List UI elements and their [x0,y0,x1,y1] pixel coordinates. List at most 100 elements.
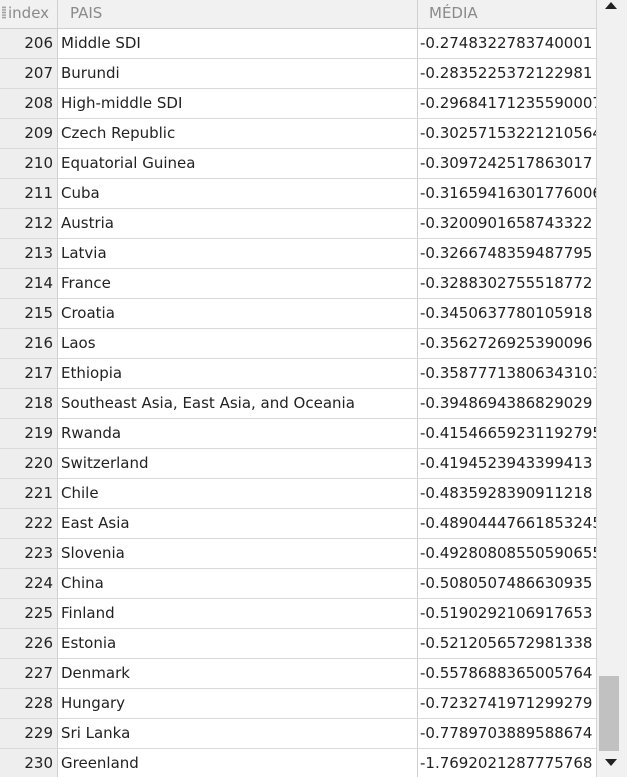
table-row[interactable]: 210 Equatorial Guinea -0.3097242517863017 [0,149,596,179]
cell-pais[interactable]: Austria [58,209,418,238]
cell-pais[interactable]: Croatia [58,299,418,328]
cell-pais[interactable]: Estonia [58,629,418,658]
cell-media[interactable]: -0.5578688365005764 [420,664,593,682]
cell-media[interactable]: -0.3948694386829029 [420,394,593,412]
cell-media[interactable]: -0.3200901658743322 [420,214,593,232]
cell-media[interactable]: -0.2748322783740001 [420,34,593,52]
table-row[interactable]: 230 Greenland -1.7692021287775768 [0,749,596,777]
cell-pais[interactable]: High-middle SDI [58,89,418,118]
cell-index[interactable]: 210 [0,149,58,178]
cell-index[interactable]: 227 [0,659,58,688]
table-row[interactable]: 217 Ethiopia -0.35877713806343103 [0,359,596,389]
cell-pais[interactable]: Cuba [58,179,418,208]
cell-index[interactable]: 207 [0,59,58,88]
cell-index[interactable]: 226 [0,629,58,658]
table-row[interactable]: 212 Austria -0.3200901658743322 [0,209,596,239]
cell-pais[interactable]: Czech Republic [58,119,418,148]
cell-media[interactable]: -0.5212056572981338 [420,634,593,652]
table-row[interactable]: 206 Middle SDI -0.2748322783740001 [0,29,596,59]
cell-pais[interactable]: Denmark [58,659,418,688]
cell-media[interactable]: -0.7232741971299279 [420,694,593,712]
cell-index[interactable]: 206 [0,29,58,58]
table-row[interactable]: 228 Hungary -0.7232741971299279 [0,689,596,719]
drag-handle-icon[interactable] [2,6,6,19]
cell-media[interactable]: -0.3562726925390096 [420,334,593,352]
cell-media[interactable]: -0.3450637780105918 [420,304,593,322]
cell-index[interactable]: 230 [0,749,58,777]
table-row[interactable]: 219 Rwanda -0.41546659231192795 [0,419,596,449]
arrow-down-icon[interactable] [605,759,617,766]
cell-pais[interactable]: East Asia [58,509,418,538]
cell-pais[interactable]: Rwanda [58,419,418,448]
table-row[interactable]: 209 Czech Republic -0.30257153221210564 [0,119,596,149]
cell-index[interactable]: 229 [0,719,58,748]
cell-pais[interactable]: Equatorial Guinea [58,149,418,178]
cell-index[interactable]: 225 [0,599,58,628]
table-row[interactable]: 215 Croatia -0.3450637780105918 [0,299,596,329]
cell-media[interactable]: -0.5080507486630935 [420,574,593,592]
cell-index[interactable]: 208 [0,89,58,118]
cell-media[interactable]: -0.29684171235590007 [420,94,596,112]
cell-index[interactable]: 209 [0,119,58,148]
cell-index[interactable]: 212 [0,209,58,238]
cell-index[interactable]: 223 [0,539,58,568]
table-row[interactable]: 207 Burundi -0.2835225372122981 [0,59,596,89]
cell-media[interactable]: -0.35877713806343103 [420,364,596,382]
scrollbar-thumb[interactable] [599,676,619,751]
table-row[interactable]: 227 Denmark -0.5578688365005764 [0,659,596,689]
cell-pais[interactable]: Middle SDI [58,29,418,58]
column-header-pais[interactable]: PAIS [58,0,418,28]
cell-pais[interactable]: Sri Lanka [58,719,418,748]
cell-pais[interactable]: Ethiopia [58,359,418,388]
cell-index[interactable]: 221 [0,479,58,508]
table-row[interactable]: 214 France -0.3288302755518772 [0,269,596,299]
cell-media[interactable]: -0.3097242517863017 [420,154,593,172]
cell-index[interactable]: 222 [0,509,58,538]
cell-media[interactable]: -0.49280808550590655 [420,544,596,562]
cell-media[interactable]: -0.4835928390911218 [420,484,593,502]
cell-pais[interactable]: Southeast Asia, East Asia, and Oceania [58,389,418,418]
cell-media[interactable]: -0.30257153221210564 [420,124,596,142]
cell-pais[interactable]: Burundi [58,59,418,88]
table-row[interactable]: 223 Slovenia -0.49280808550590655 [0,539,596,569]
cell-media[interactable]: -0.2835225372122981 [420,64,593,82]
cell-index[interactable]: 216 [0,329,58,358]
table-row[interactable]: 211 Cuba -0.31659416301776006 [0,179,596,209]
cell-pais[interactable]: Laos [58,329,418,358]
cell-media[interactable]: -0.3288302755518772 [420,274,593,292]
cell-index[interactable]: 228 [0,689,58,718]
column-header-index[interactable]: index [0,0,58,28]
table-row[interactable]: 213 Latvia -0.3266748359487795 [0,239,596,269]
table-row[interactable]: 226 Estonia -0.5212056572981338 [0,629,596,659]
cell-index[interactable]: 219 [0,419,58,448]
cell-media[interactable]: -0.7789703889588674 [420,724,593,742]
arrow-up-icon[interactable] [605,2,617,9]
cell-index[interactable]: 217 [0,359,58,388]
cell-pais[interactable]: Greenland [58,749,418,777]
cell-pais[interactable]: China [58,569,418,598]
cell-pais[interactable]: Chile [58,479,418,508]
cell-index[interactable]: 220 [0,449,58,478]
vertical-scrollbar[interactable] [596,0,627,777]
table-row[interactable]: 218 Southeast Asia, East Asia, and Oceani… [0,389,596,419]
table-row[interactable]: 229 Sri Lanka -0.7789703889588674 [0,719,596,749]
cell-media[interactable]: -0.48904447661853245 [420,514,596,532]
cell-index[interactable]: 211 [0,179,58,208]
cell-index[interactable]: 215 [0,299,58,328]
cell-pais[interactable]: Slovenia [58,539,418,568]
cell-index[interactable]: 214 [0,269,58,298]
cell-index[interactable]: 218 [0,389,58,418]
cell-media[interactable]: -0.31659416301776006 [420,184,596,202]
cell-media[interactable]: -1.7692021287775768 [420,754,593,772]
cell-index[interactable]: 213 [0,239,58,268]
table-row[interactable]: 220 Switzerland -0.4194523943399413 [0,449,596,479]
table-row[interactable]: 225 Finland -0.5190292106917653 [0,599,596,629]
table-row[interactable]: 216 Laos -0.3562726925390096 [0,329,596,359]
column-header-media[interactable]: MÉDIA [418,0,596,28]
cell-pais[interactable]: Finland [58,599,418,628]
cell-pais[interactable]: Latvia [58,239,418,268]
cell-pais[interactable]: Switzerland [58,449,418,478]
table-row[interactable]: 221 Chile -0.4835928390911218 [0,479,596,509]
cell-pais[interactable]: France [58,269,418,298]
cell-media[interactable]: -0.3266748359487795 [420,244,593,262]
